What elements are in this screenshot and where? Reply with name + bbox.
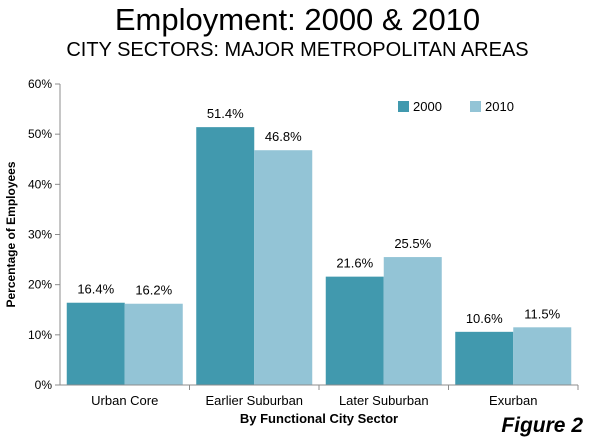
bar-value-label: 25.5% bbox=[394, 236, 431, 251]
figure-label: Figure 2 bbox=[501, 414, 583, 437]
bar-value-label: 46.8% bbox=[265, 129, 302, 144]
data-labels: 16.4% 16.2% 51.4% 46.8% 21.6% 25.5% 10.6% 11.5% bbox=[77, 106, 560, 326]
bar-value-label: 10.6% bbox=[466, 311, 503, 326]
bar-2000-earlier-suburban bbox=[196, 127, 255, 385]
y-tick-label: 30% bbox=[28, 228, 52, 242]
x-axis-title: By Functional City Sector bbox=[240, 411, 398, 426]
y-axis-ticks: 0% 10% 20% 30% 40% 50% 60% bbox=[28, 77, 60, 392]
legend: 2000 2010 bbox=[398, 99, 514, 114]
chart-title: Employment: 2000 & 2010 bbox=[114, 2, 481, 37]
y-axis-title: Percentage of Employees bbox=[4, 161, 18, 307]
chart-subtitle: CITY SECTORS: MAJOR METROPOLITAN AREAS bbox=[66, 39, 529, 61]
bar-2010-exurban bbox=[513, 327, 572, 385]
bar-value-label: 51.4% bbox=[207, 106, 244, 121]
bar-value-label: 16.2% bbox=[135, 283, 172, 298]
y-tick-label: 50% bbox=[28, 127, 52, 141]
bar-2010-urban-core bbox=[124, 303, 183, 385]
bar-2000-urban-core bbox=[66, 302, 125, 385]
bar-value-label: 11.5% bbox=[524, 306, 560, 321]
bar-value-label: 21.6% bbox=[336, 256, 373, 271]
y-tick-label: 0% bbox=[35, 378, 53, 392]
bar-value-label: 16.4% bbox=[77, 282, 114, 297]
legend-label-2010: 2010 bbox=[485, 99, 514, 114]
x-category-label: Later Suburban bbox=[339, 393, 429, 408]
bar-2010-earlier-suburban bbox=[254, 150, 313, 385]
y-tick-label: 40% bbox=[28, 177, 52, 191]
legend-label-2000: 2000 bbox=[413, 99, 442, 114]
bar-2000-exurban bbox=[455, 331, 514, 385]
y-tick-label: 20% bbox=[28, 278, 52, 292]
bar-2010-later-suburban bbox=[383, 257, 442, 385]
legend-swatch-2010 bbox=[470, 101, 481, 112]
x-category-label: Urban Core bbox=[91, 393, 158, 408]
y-tick-label: 60% bbox=[28, 77, 52, 91]
legend-swatch-2000 bbox=[398, 101, 409, 112]
x-category-label: Exurban bbox=[489, 393, 537, 408]
y-tick-label: 10% bbox=[28, 328, 52, 342]
bar-group bbox=[66, 127, 572, 385]
x-category-label: Earlier Suburban bbox=[205, 393, 303, 408]
bar-2000-later-suburban bbox=[325, 276, 384, 385]
x-axis-ticks: Urban Core Earlier Suburban Later Suburban… bbox=[91, 385, 579, 408]
